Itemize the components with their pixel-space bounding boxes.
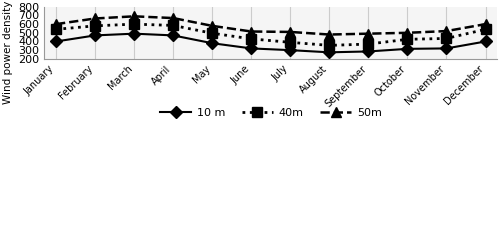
- 10 m: [444, 47, 450, 50]
- 10 m: [209, 42, 215, 45]
- 50m: [92, 17, 98, 20]
- 50m: [326, 33, 332, 36]
- 50m: [444, 30, 450, 32]
- 40m: [209, 32, 215, 35]
- 40m: [53, 28, 59, 31]
- 50m: [53, 23, 59, 25]
- 40m: [482, 28, 488, 31]
- 10 m: [248, 47, 254, 50]
- 50m: [131, 15, 137, 18]
- Line: 10 m: 10 m: [52, 30, 490, 57]
- 40m: [131, 23, 137, 25]
- 10 m: [131, 32, 137, 35]
- 40m: [170, 24, 176, 27]
- 50m: [248, 30, 254, 33]
- 40m: [92, 24, 98, 27]
- 40m: [366, 43, 372, 46]
- 40m: [248, 37, 254, 40]
- Line: 50m: 50m: [51, 12, 490, 40]
- 50m: [288, 30, 294, 33]
- 10 m: [326, 51, 332, 54]
- 50m: [482, 23, 488, 25]
- Line: 40m: 40m: [51, 19, 490, 50]
- 10 m: [53, 40, 59, 43]
- Legend: 10 m, 40m, 50m: 10 m, 40m, 50m: [156, 103, 386, 122]
- 10 m: [170, 34, 176, 37]
- 40m: [288, 41, 294, 44]
- 50m: [404, 31, 410, 34]
- 10 m: [482, 40, 488, 43]
- 50m: [366, 32, 372, 35]
- 10 m: [404, 47, 410, 50]
- Y-axis label: Wind power density (W/m²): Wind power density (W/m²): [3, 0, 13, 104]
- 10 m: [288, 49, 294, 52]
- 40m: [404, 38, 410, 41]
- 10 m: [92, 34, 98, 37]
- 50m: [209, 24, 215, 27]
- 10 m: [366, 50, 372, 53]
- 40m: [326, 44, 332, 47]
- 50m: [170, 17, 176, 19]
- 40m: [444, 37, 450, 40]
